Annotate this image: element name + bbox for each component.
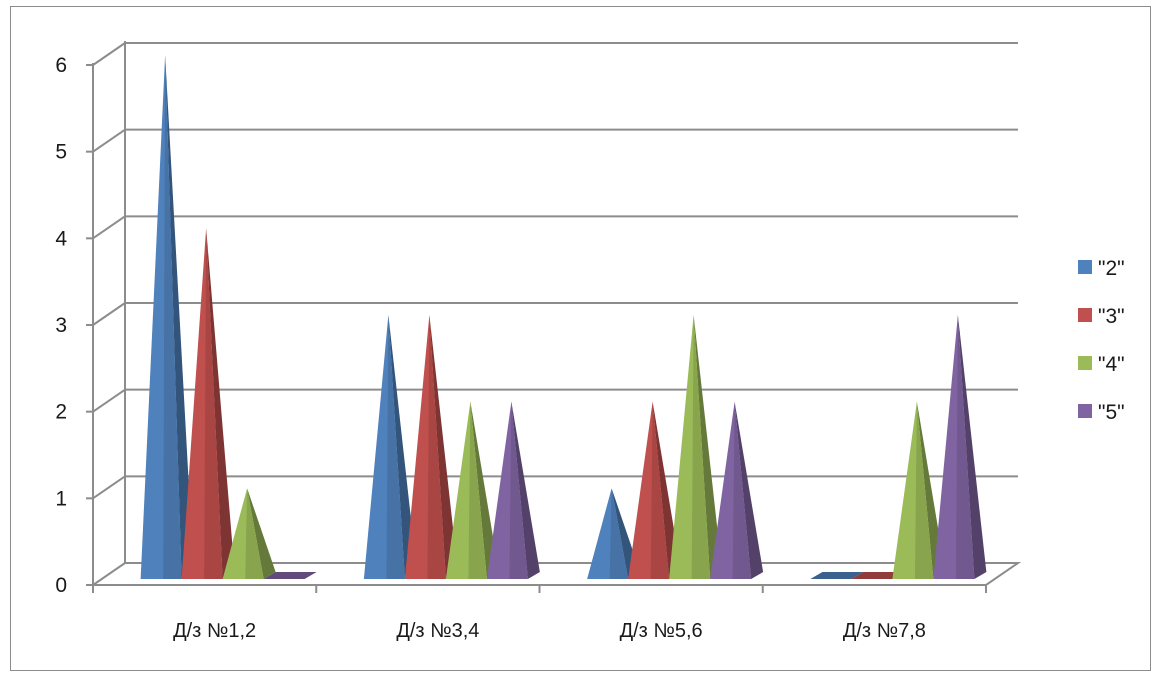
gridline xyxy=(92,128,1018,153)
y-tick-label: 4 xyxy=(55,227,67,250)
legend: "2" "3" "4" "5" xyxy=(1078,257,1125,424)
pyramid-bar xyxy=(263,572,317,579)
legend-item: "5" xyxy=(1078,401,1125,424)
pyramid-bar xyxy=(810,572,864,579)
y-tick-label: 3 xyxy=(55,314,67,337)
gridline xyxy=(92,302,1018,326)
x-tick-label: Д/з №3,4 xyxy=(396,620,479,642)
y-tick-label: 1 xyxy=(55,487,67,510)
pyramid-bar xyxy=(181,228,235,580)
legend-item: "3" xyxy=(1078,305,1125,328)
legend-swatch xyxy=(1078,260,1092,274)
x-tick-label: Д/з №1,2 xyxy=(173,620,256,642)
tick-labels: 0 1 2 3 4 5 6 Д/з №1,2 Д/з №3,4 Д/з №5,6 Д/з №7,8 xyxy=(55,54,926,642)
pyramid-bar xyxy=(710,401,764,579)
axes xyxy=(86,41,1022,593)
pyramid-bar xyxy=(404,315,458,579)
gridline xyxy=(92,475,1018,500)
pyramid-bar xyxy=(486,401,540,579)
legend-item: "4" xyxy=(1078,353,1125,376)
gridlines xyxy=(92,42,1018,500)
gridline xyxy=(92,42,1018,66)
legend-item: "2" xyxy=(1078,257,1125,280)
y-tick-label: 5 xyxy=(55,141,67,164)
legend-swatch xyxy=(1078,356,1092,370)
legend-swatch xyxy=(1078,308,1092,322)
legend-label: "3" xyxy=(1098,305,1125,328)
y-tick-label: 0 xyxy=(55,574,67,597)
pyramid-bar xyxy=(222,488,276,579)
gridline xyxy=(92,388,1018,413)
pyramid-bar xyxy=(140,55,194,579)
pyramid-bar xyxy=(445,401,499,579)
x-tick-label: Д/з №7,8 xyxy=(843,620,926,642)
x-tick-label: Д/з №5,6 xyxy=(620,620,703,642)
pyramid-bar xyxy=(669,315,723,579)
pyramid-bar xyxy=(363,315,417,579)
pyramid-bar xyxy=(933,315,987,579)
legend-label: "2" xyxy=(1098,257,1125,280)
pyramid-bar xyxy=(851,572,905,579)
y-tick-label: 6 xyxy=(55,54,67,77)
legend-label: "5" xyxy=(1098,401,1125,424)
y-tick-label: 2 xyxy=(55,401,67,424)
pyramids xyxy=(140,55,987,580)
legend-label: "4" xyxy=(1098,353,1125,376)
gridline xyxy=(92,215,1018,240)
legend-swatch xyxy=(1078,404,1092,418)
